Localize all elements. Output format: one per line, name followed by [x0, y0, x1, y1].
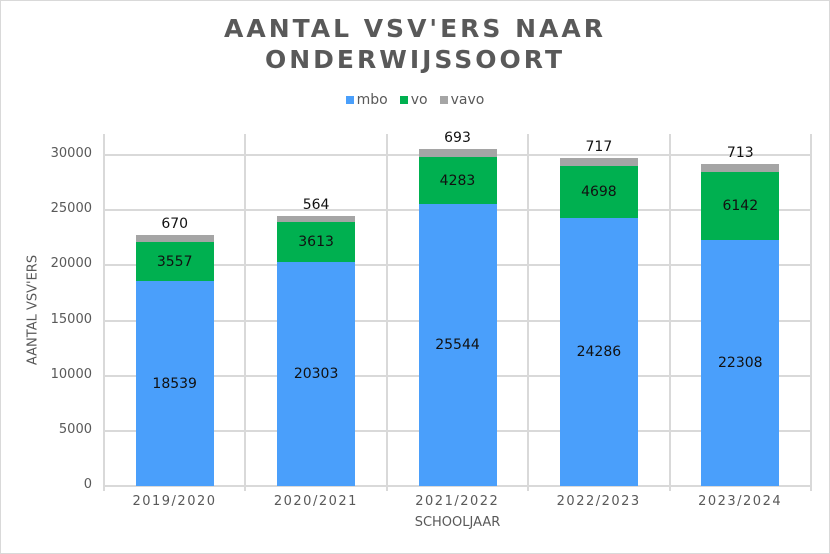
bar-segment-vavo: [418, 149, 497, 157]
bar-segment-vavo: [135, 234, 214, 243]
category-divider: [103, 134, 105, 491]
x-tick-label: 2019/2020: [132, 494, 217, 509]
bar-segment-vavo: [277, 215, 356, 223]
category-divider: [668, 134, 671, 491]
data-label-vo: 3613: [298, 234, 334, 251]
legend-label-vavo: vavo: [450, 92, 485, 108]
legend-item-mbo: mbo: [345, 92, 388, 108]
data-label-mbo: 18539: [152, 375, 197, 392]
legend-swatch-mbo: [345, 96, 354, 104]
y-tick-label: 15000: [50, 311, 92, 327]
bar-segment-vo: 3557: [135, 242, 214, 282]
x-tick-label: 2023/2024: [698, 494, 783, 509]
data-label-mbo: 24286: [576, 344, 622, 360]
bar-segment-vo: 3613: [277, 222, 356, 262]
y-tick-label: 10000: [50, 366, 92, 382]
chart-title-line-2: ONDERWIJSSOORT: [264, 45, 565, 74]
x-tick-label: 2021/2022: [415, 494, 500, 509]
legend-swatch-vavo: [439, 96, 448, 104]
legend-item-vavo: vavo: [439, 92, 485, 108]
x-tick-label: 2022/2023: [556, 494, 641, 509]
x-tick-label: 2020/2021: [273, 494, 358, 509]
gridline-0: [104, 485, 811, 487]
bar-segment-mbo: 24286: [559, 218, 638, 486]
category-divider: [527, 134, 530, 491]
bar-segment-vo: 6142: [701, 172, 780, 240]
data-label-vo: 6142: [722, 197, 759, 214]
legend-label-vo: vo: [410, 92, 428, 108]
y-tick-label: 5000: [58, 421, 92, 437]
data-label-mbo: 22308: [718, 354, 763, 371]
bar-segment-vavo: [701, 164, 780, 173]
chart-title-line-1: AANTAL VSV'ERS NAAR: [224, 14, 606, 43]
data-label-vavo: 717: [585, 139, 613, 156]
bar-segment-mbo: 25544: [418, 204, 497, 486]
data-label-vo: 4698: [581, 184, 617, 201]
category-divider: [244, 134, 247, 491]
y-tick-label: 30000: [50, 146, 92, 161]
x-axis-label: SCHOOLJAAR: [414, 515, 501, 530]
legend-label-mbo: mbo: [356, 92, 388, 108]
category-divider: [385, 134, 388, 491]
bar-segment-vavo: [559, 158, 638, 167]
data-label-vo: 3557: [156, 253, 193, 270]
legend: mbo vo vavo: [0, 92, 830, 108]
bar-segment-vo: 4698: [559, 166, 638, 219]
legend-item-vo: vo: [399, 92, 428, 108]
legend-swatch-vo: [399, 96, 408, 104]
data-label-mbo: 20303: [293, 365, 339, 382]
data-label-mbo: 25544: [435, 337, 480, 354]
data-label-vavo: 713: [726, 145, 754, 162]
y-tick-label: 25000: [50, 201, 92, 217]
category-divider: [810, 134, 812, 491]
bar-segment-mbo: 18539: [135, 281, 214, 486]
data-label-vavo: 670: [161, 215, 189, 232]
y-axis-label: AANTAL VSV'ERS: [25, 254, 41, 366]
bar-segment-mbo: 20303: [277, 261, 356, 486]
y-tick-label: 0: [83, 477, 92, 492]
plot-area: 18539 3557 670 20303 3613 564 25544 4283 693 2428…: [103, 130, 812, 491]
data-label-vavo: 693: [444, 130, 471, 147]
bar-segment-vo: 4283: [418, 156, 497, 205]
data-label-vavo: 564: [302, 196, 330, 213]
bar-segment-mbo: 22308: [701, 239, 780, 486]
data-label-vo: 4283: [439, 172, 476, 189]
y-tick-label: 20000: [50, 256, 92, 272]
